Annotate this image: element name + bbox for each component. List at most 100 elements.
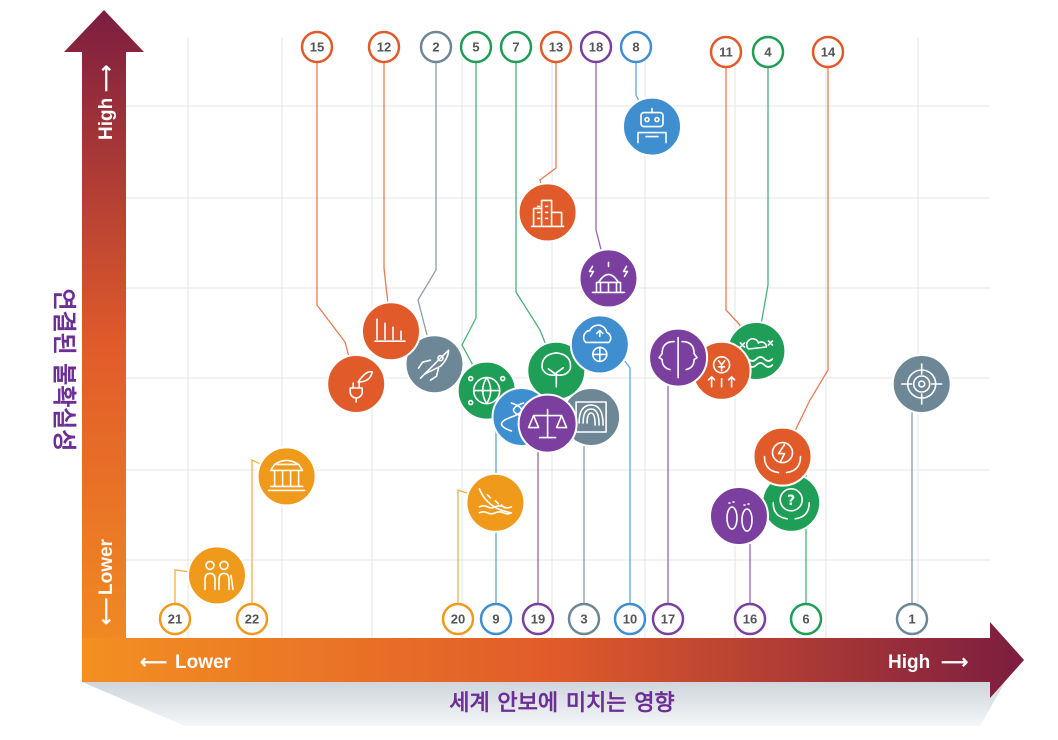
question-hands-icon: ?	[772, 487, 810, 520]
y-axis-high-label: High ⟶	[96, 65, 117, 140]
risk-number-label: 2	[432, 40, 439, 55]
leader-line-18	[595, 47, 610, 279]
risk-number-8: 8	[619, 30, 653, 64]
risk-number-19: 19	[521, 602, 555, 636]
risk-number-label: 16	[743, 612, 757, 627]
risk-bubble-20	[465, 472, 526, 533]
y-axis-arrow	[64, 10, 144, 682]
risk-number-label: 6	[802, 612, 809, 627]
robot-icon	[637, 107, 667, 144]
leader-line-10	[599, 343, 631, 619]
x-axis-low-label: Lower	[175, 652, 232, 673]
svg-text:Lower: Lower	[96, 538, 117, 595]
risk-bubble-2	[404, 334, 465, 395]
risk-number-15: 15	[300, 30, 334, 64]
risk-bubble-18	[578, 248, 639, 309]
leader-line-15	[316, 47, 357, 385]
risk-bubble-16	[709, 486, 769, 546]
leader-lines	[174, 47, 923, 619]
risk-number-label: 13	[549, 40, 563, 55]
faces-divided-icon	[658, 336, 698, 379]
risk-bubble-21	[187, 545, 247, 606]
x-high-arrow-glyph: ⟶	[941, 652, 968, 673]
risk-number-label: 10	[623, 612, 637, 627]
leader-line-11	[720, 52, 741, 372]
risk-number-17: 17	[651, 602, 685, 636]
risk-number-label: 7	[512, 40, 519, 55]
risk-number-12: 12	[367, 30, 401, 64]
risk-number-10: 10	[613, 602, 647, 636]
risk-number-14: 14	[811, 35, 845, 69]
risk-number-9: 9	[479, 602, 513, 636]
currency-decline-icon	[707, 355, 736, 388]
risk-number-label: 19	[531, 612, 545, 627]
tree-icon	[541, 352, 572, 388]
risk-number-1: 1	[895, 602, 929, 636]
svg-text:?: ?	[787, 493, 795, 509]
risk-number-label: 3	[580, 612, 587, 627]
risk-bubble-12	[361, 301, 421, 362]
energy-hands-icon	[763, 441, 802, 474]
risk-number-label: 5	[472, 40, 479, 55]
leader-line-14	[781, 52, 829, 457]
capitol-lightning-icon	[588, 261, 629, 294]
leader-line-12	[383, 47, 392, 332]
landslide-icon	[478, 488, 513, 515]
leader-line-4	[755, 52, 769, 352]
risk-bubble-10	[569, 314, 630, 375]
leader-line-2	[417, 47, 437, 365]
risk-number-label: 22	[245, 612, 259, 627]
risk-number-label: 18	[589, 40, 603, 55]
grid	[126, 38, 990, 640]
risk-number-label: 1	[908, 612, 915, 627]
risk-bubble-13	[517, 182, 578, 243]
risk-bubble-15	[326, 354, 387, 414]
risk-bubble-19	[517, 393, 578, 454]
y-axis-low-label: ⟵ Lower	[96, 538, 117, 625]
risk-number-label: 9	[492, 612, 499, 627]
risk-number-label: 12	[377, 40, 391, 55]
svg-text:High: High	[96, 98, 117, 140]
risk-number-label: 17	[661, 612, 675, 627]
risk-number-label: 20	[451, 612, 465, 627]
risk-number-5: 5	[459, 30, 493, 64]
risk-number-7: 7	[499, 30, 533, 64]
x-axis-arrow	[82, 622, 1024, 698]
risk-number-label: 8	[632, 40, 639, 55]
risk-number-11: 11	[709, 35, 743, 69]
target-icon	[900, 363, 943, 405]
risk-bubble-22	[256, 446, 317, 507]
risk-number-2: 2	[419, 30, 453, 64]
rocket-icon	[417, 349, 450, 381]
risk-number-21: 21	[158, 602, 192, 636]
x-axis-shadow	[82, 682, 1005, 726]
risk-number-20: 20	[441, 602, 475, 636]
risk-number-16: 16	[733, 602, 767, 636]
x-low-arrow-glyph: ⟵	[140, 652, 167, 673]
risk-number-label: 15	[310, 40, 324, 55]
x-axis-title: 세계 안보에 미치는 영향	[449, 691, 674, 716]
risk-number-6: 6	[789, 602, 823, 636]
elderly-people-icon	[204, 560, 234, 591]
risk-number-label: 11	[719, 45, 733, 60]
risk-number-4: 4	[751, 35, 785, 69]
risk-number-label: 21	[168, 612, 182, 627]
risk-number-13: 13	[539, 30, 573, 64]
risk-bubble-17	[648, 327, 709, 388]
risk-bubble-14	[752, 426, 813, 487]
bar-decline-icon	[374, 318, 406, 342]
risk-number-18: 18	[579, 30, 613, 64]
leader-line-5	[461, 47, 488, 391]
footprints-icon	[726, 501, 753, 532]
risk-bubble-8	[622, 96, 682, 157]
y-high-arrow-glyph: ⟶	[96, 65, 117, 92]
y-axis-title: 연결된 불확실성	[50, 289, 78, 452]
risk-number-3: 3	[567, 602, 601, 636]
y-low-arrow-glyph: ⟵	[96, 598, 117, 625]
risk-number-label: 4	[764, 45, 772, 60]
temple-icon	[267, 459, 306, 492]
city-buildings-icon	[530, 199, 565, 228]
plant-plug-icon	[349, 370, 373, 403]
